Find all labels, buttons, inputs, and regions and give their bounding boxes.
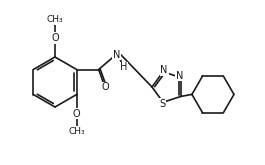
Text: CH₃: CH₃ [68,127,85,136]
Text: H: H [120,63,127,72]
Text: N: N [113,50,120,60]
Text: O: O [51,33,59,43]
Text: N: N [176,71,184,81]
Text: CH₃: CH₃ [47,16,63,24]
Text: S: S [159,99,165,109]
Text: O: O [73,109,81,118]
Text: N: N [160,65,168,75]
Text: O: O [102,82,109,93]
